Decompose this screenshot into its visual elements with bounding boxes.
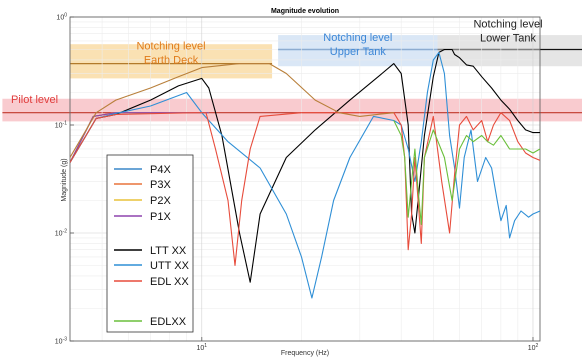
series-line-edl-xx [70,112,540,267]
series-line-utt-xx [70,51,540,299]
band-lower-tank [437,35,582,67]
chart-title: Magnitude evolution [271,8,339,15]
legend-label-p3x: P3X [150,179,171,191]
band-label-earth-deck: Earth Deck [144,55,199,67]
x-tick-label: 101 [197,343,208,352]
y-tick-label: 10-2 [55,229,67,238]
band-upper-tank [278,35,438,67]
series-line-ltt-xx [70,48,540,283]
band-label-lower-tank: Notching level [473,18,542,30]
plot-frame [69,16,541,342]
y-tick-label: 10-1 [55,121,67,130]
legend-label-utt-xx: UTT XX [150,260,190,272]
legend-label-edlxx: EDLXX [150,316,187,328]
band-pilot [2,98,582,122]
legend-label-edl-xx: EDL XX [150,276,189,288]
legend: P4X P3X P2X P1X LTT XX UTT XX EDL XX EDLXX [106,154,194,333]
band-label-upper-tank: Notching level [323,32,392,44]
band-labels: Pilot level Notching level Earth Deck Notch… [11,18,543,105]
y-axis-label: Magnitude (g) [61,158,68,201]
legend-label-ltt-xx: LTT XX [150,245,187,257]
band-label-earth-deck: Notching level [136,41,205,53]
x-tick-label: 102 [528,343,539,352]
legend-label-p2x: P2X [150,195,171,207]
x-axis-label: Frequency (Hz) [281,350,329,357]
axes: 101 102 100 10-1 10-2 10-3 [55,13,539,353]
band-label-pilot: Pilot level [11,94,58,106]
notching-bands [2,35,582,122]
legend-label-p4x: P4X [150,164,171,176]
band-label-lower-tank: Lower Tank [480,32,537,44]
series-line-unlabeled-8 [70,63,394,158]
series-line-edlxx [393,120,540,225]
y-tick-label: 100 [56,13,67,22]
series [70,48,540,299]
legend-label-p1x: P1X [150,211,171,223]
y-tick-label: 10-3 [55,337,67,346]
band-label-upper-tank: Upper Tank [330,46,387,58]
band-earth-deck [70,44,273,79]
